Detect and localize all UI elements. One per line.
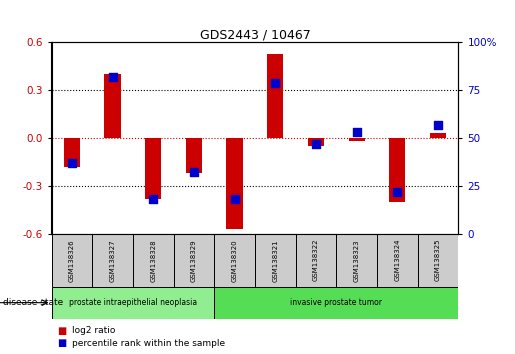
Title: GDS2443 / 10467: GDS2443 / 10467 [199,28,311,41]
Bar [64,138,80,167]
Point [312,141,320,147]
Text: GSM138323: GSM138323 [354,239,359,281]
Text: GSM138329: GSM138329 [191,239,197,281]
Bar [418,234,458,287]
Point [190,170,198,175]
Bar [430,133,446,138]
Bar [52,234,92,287]
Point [352,130,360,135]
Bar [389,138,405,202]
Text: GSM138324: GSM138324 [394,239,400,281]
Text: disease state: disease state [3,298,63,307]
Point [393,189,402,194]
Bar [133,234,174,287]
Bar [267,53,283,138]
Text: GSM138328: GSM138328 [150,239,156,281]
Text: percentile rank within the sample: percentile rank within the sample [72,339,225,348]
Bar [174,234,214,287]
Bar [349,138,365,141]
Bar [227,138,243,229]
Text: GSM138321: GSM138321 [272,239,278,281]
Point [231,196,239,202]
Bar [52,287,214,319]
Bar [145,138,161,199]
Text: log2 ratio: log2 ratio [72,326,115,336]
Point [67,160,76,166]
Text: ■: ■ [57,326,66,336]
Text: GSM138326: GSM138326 [69,239,75,281]
Text: GSM138322: GSM138322 [313,239,319,281]
Bar [255,234,296,287]
Text: invasive prostate tumor: invasive prostate tumor [290,298,382,307]
Bar [214,234,255,287]
Text: prostate intraepithelial neoplasia: prostate intraepithelial neoplasia [69,298,197,307]
Bar [296,234,336,287]
Bar [308,138,324,146]
Text: GSM138320: GSM138320 [232,239,237,281]
Text: ■: ■ [57,338,66,348]
Text: GSM138325: GSM138325 [435,239,441,281]
Point [108,74,116,80]
Point [149,196,158,202]
Bar [186,138,202,173]
Bar [377,234,418,287]
Point [434,122,442,127]
Bar [336,234,377,287]
Bar [92,234,133,287]
Text: GSM138327: GSM138327 [110,239,115,281]
Point [271,80,280,85]
Bar [105,74,121,138]
Bar [214,287,458,319]
